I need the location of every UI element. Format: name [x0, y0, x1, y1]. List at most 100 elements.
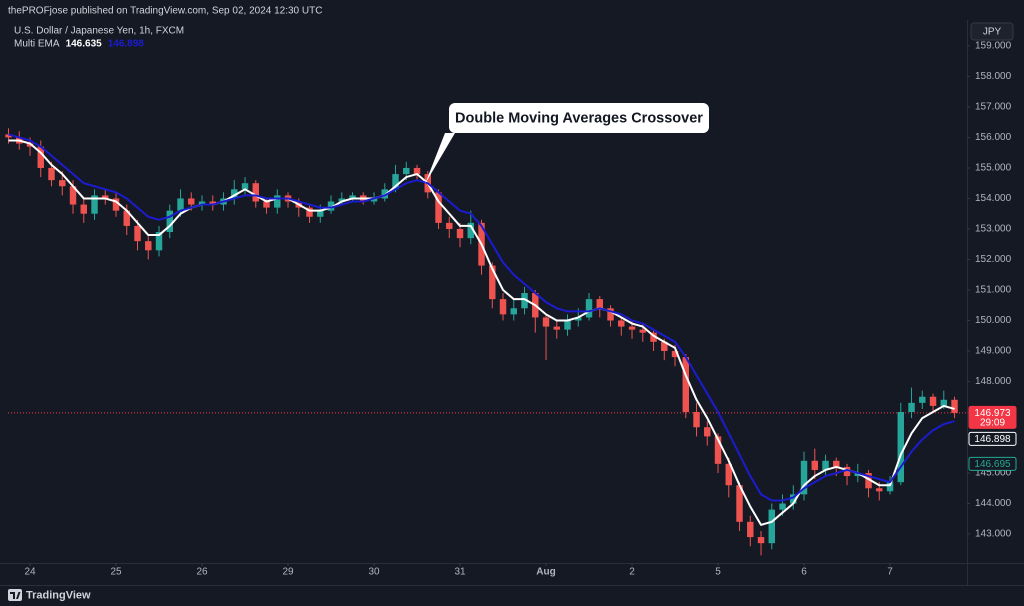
y-tick-label: 159.000	[975, 41, 1012, 52]
candle-body	[435, 192, 442, 223]
y-tick-label: 153.000	[975, 224, 1012, 235]
x-tick-label: 2	[629, 567, 635, 578]
candle-body	[370, 198, 378, 202]
candle-body	[747, 521, 754, 538]
candle-body	[134, 225, 141, 242]
candle-body	[553, 326, 560, 330]
callout: Double Moving Averages Crossover	[425, 103, 709, 184]
candle-body	[940, 399, 948, 406]
y-tick-label: 150.000	[975, 315, 1012, 326]
candle-body	[306, 207, 313, 217]
price-badge	[968, 431, 1017, 446]
candle-body	[112, 198, 120, 211]
candle-body	[231, 189, 238, 199]
currency-label: JPY	[983, 27, 1002, 38]
candle-body	[91, 195, 98, 214]
x-tick-label: 29	[282, 567, 294, 578]
candle-body	[252, 183, 259, 202]
price-badge-label: 146.973	[974, 408, 1011, 419]
candle-body	[123, 210, 130, 226]
candle-body	[564, 320, 571, 330]
candle-body	[790, 494, 797, 504]
candle-body	[155, 232, 163, 251]
callout-text: Double Moving Averages Crossover	[455, 110, 703, 126]
candle-body	[392, 174, 399, 190]
y-tick-label: 155.000	[975, 163, 1012, 174]
candle-body	[725, 463, 733, 486]
candle-body	[876, 488, 883, 492]
candle-body	[467, 222, 474, 239]
candle-body	[886, 482, 894, 492]
candle-body	[714, 436, 722, 464]
candle-body	[26, 143, 34, 147]
y-tick-label: 154.000	[975, 193, 1012, 204]
candle-body	[338, 198, 345, 202]
candle-body	[542, 317, 550, 327]
candle-body	[843, 466, 851, 477]
candle-body	[499, 299, 507, 315]
candle-body	[166, 210, 173, 233]
candle-body	[596, 299, 603, 309]
candle-body	[768, 509, 776, 544]
legend-value: 146.635	[66, 39, 103, 50]
candle-body	[241, 183, 249, 190]
y-tick-label: 158.000	[975, 71, 1012, 82]
x-tick-label: 31	[454, 567, 466, 578]
candle-body	[704, 427, 711, 437]
candle-body	[198, 201, 206, 205]
price-badge-label: 146.695	[974, 459, 1011, 470]
candle-body	[865, 473, 872, 489]
candle-body	[811, 460, 819, 470]
price-badge	[968, 456, 1017, 471]
candle-body	[618, 320, 625, 327]
legend-value: 146.898	[108, 39, 145, 50]
candle-body	[80, 204, 87, 214]
candle-body	[413, 167, 421, 175]
candle-body	[897, 411, 905, 483]
y-tick-label: 152.000	[975, 254, 1012, 265]
price-badge-label: 146.898	[974, 434, 1011, 445]
candle-body	[48, 167, 55, 181]
x-tick-label: 7	[887, 567, 893, 578]
footer-logo: TradingView	[8, 589, 91, 601]
candle-body	[456, 228, 464, 239]
candle-body	[188, 198, 195, 205]
candle-body	[69, 186, 77, 205]
candle-body	[800, 460, 808, 495]
indicator-name: Multi EMA	[14, 39, 60, 50]
candle-body	[575, 317, 582, 321]
candle-body	[929, 396, 937, 406]
candle-body	[779, 503, 786, 510]
candle-body	[736, 485, 743, 522]
y-tick-label: 149.000	[975, 346, 1012, 357]
x-tick-label: Aug	[536, 567, 555, 578]
x-tick-label: 30	[368, 567, 380, 578]
y-tick-label: 145.000	[975, 468, 1012, 479]
y-tick-label: 156.000	[975, 132, 1012, 143]
candle-body	[919, 396, 926, 403]
x-tick-label: 24	[24, 567, 36, 578]
publish-header: thePROFjose published on TradingView.com…	[8, 6, 322, 17]
candle-body	[327, 201, 335, 211]
candle-body	[263, 201, 270, 208]
candle-body	[5, 134, 12, 138]
candle-body	[908, 402, 915, 412]
candle-body	[489, 265, 496, 300]
candle-body	[37, 146, 44, 168]
callout-box	[449, 103, 709, 133]
candle-body	[757, 537, 765, 544]
logo-glyph	[10, 592, 21, 599]
candle-body	[446, 222, 453, 229]
candle-body	[274, 195, 281, 208]
y-tick-label: 151.000	[975, 285, 1012, 296]
candle-body	[854, 473, 862, 477]
candle-body	[661, 341, 668, 351]
candle-body	[177, 198, 184, 211]
candle-body	[671, 350, 679, 358]
candle-body	[628, 326, 636, 330]
y-tick-label: 157.000	[975, 102, 1012, 113]
candle-body	[822, 460, 829, 470]
